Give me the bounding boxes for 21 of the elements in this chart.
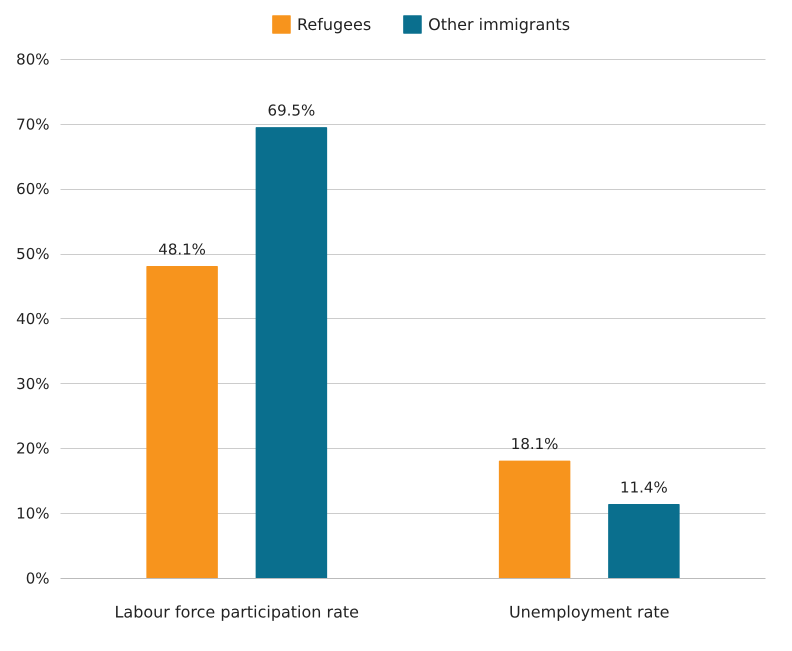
y-tick-label: 30% — [16, 374, 50, 393]
bar — [146, 266, 218, 578]
y-tick-label: 0% — [26, 570, 50, 588]
bar — [608, 504, 680, 578]
x-tick-label: Unemployment rate — [508, 602, 670, 622]
data-label: 18.1% — [510, 435, 558, 454]
legend-label: Other immigrants — [428, 14, 570, 34]
y-tick-label: 20% — [16, 440, 50, 458]
legend-label: Refugees — [296, 14, 372, 34]
data-label: 11.4% — [620, 478, 668, 497]
y-tick-label: 40% — [16, 310, 50, 328]
y-tick-label: 60% — [16, 180, 50, 198]
x-tick-label: Labour force participation rate — [114, 602, 360, 622]
data-label: 69.5% — [268, 102, 316, 120]
y-tick-label: 80% — [16, 50, 50, 68]
y-tick-label: 50% — [16, 245, 50, 264]
y-tick-label: 10% — [16, 504, 50, 523]
bar — [498, 460, 570, 578]
y-tick-label: 70% — [16, 115, 50, 134]
bar — [256, 127, 328, 578]
data-label: 48.1% — [158, 240, 206, 258]
